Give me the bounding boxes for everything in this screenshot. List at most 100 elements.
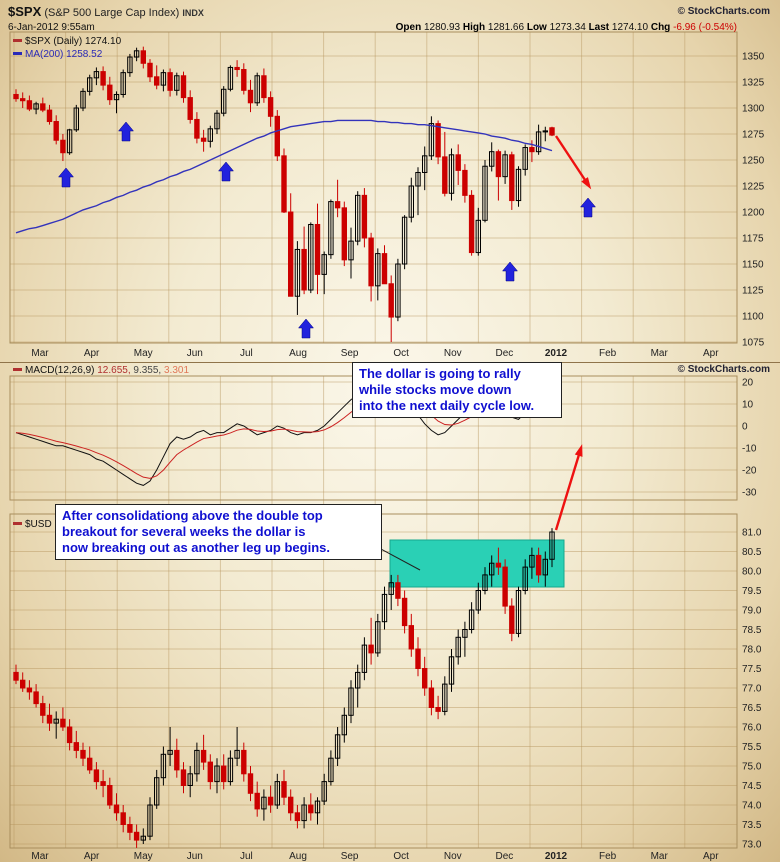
annotation-line: into the next daily cycle low. <box>359 398 535 413</box>
svg-text:73.0: 73.0 <box>742 840 762 851</box>
stockcharts-copyright-bottom: © StockCharts.com <box>677 364 770 375</box>
svg-text:74.5: 74.5 <box>742 781 762 792</box>
low-label: Low <box>526 22 547 33</box>
svg-text:1275: 1275 <box>742 130 765 141</box>
svg-text:Dec: Dec <box>496 348 514 359</box>
svg-text:75.5: 75.5 <box>742 742 762 753</box>
svg-text:1300: 1300 <box>742 104 765 115</box>
svg-text:Dec: Dec <box>496 851 514 862</box>
consolidation-highlight-box <box>389 539 565 588</box>
svg-text:1175: 1175 <box>742 234 764 245</box>
svg-text:10: 10 <box>742 400 754 411</box>
svg-text:Jun: Jun <box>187 851 203 862</box>
spx-header: $SPX (S&P 500 Large Cap Index) INDX <box>8 4 204 19</box>
svg-text:May: May <box>134 851 153 862</box>
svg-text:-30: -30 <box>742 488 757 499</box>
svg-text:1200: 1200 <box>742 208 765 219</box>
spx-name: (S&P 500 Large Cap Index) <box>44 7 180 19</box>
macd-hist-value: 3.301 <box>164 365 190 376</box>
svg-text:Oct: Oct <box>393 348 409 359</box>
svg-text:Mar: Mar <box>651 348 669 359</box>
macd-signal-value: 9.355, <box>133 365 162 376</box>
svg-text:80.0: 80.0 <box>742 567 762 578</box>
svg-text:Jul: Jul <box>240 348 253 359</box>
macd-value: 12.655, <box>97 365 131 376</box>
svg-text:75.0: 75.0 <box>742 762 762 773</box>
svg-text:Apr: Apr <box>84 348 100 359</box>
spx-annotations <box>57 121 597 339</box>
annotation-line: breakout for several weeks the dollar is <box>62 524 306 539</box>
macd-signal-line <box>15 390 553 479</box>
annotation-line: The dollar is going to rally <box>359 366 521 381</box>
svg-text:79.0: 79.0 <box>742 606 762 617</box>
svg-text:Feb: Feb <box>599 348 617 359</box>
spx-candles <box>13 46 555 342</box>
red-arrowhead <box>574 444 583 457</box>
low-value: 1273.34 <box>549 22 586 33</box>
svg-text:Nov: Nov <box>444 851 462 862</box>
last-value: 1274.10 <box>611 22 649 33</box>
chg-value: -6.96 (-0.54%) <box>673 22 737 33</box>
svg-text:Apr: Apr <box>84 851 100 862</box>
svg-text:78.0: 78.0 <box>742 645 762 656</box>
last-label: Last <box>588 22 610 33</box>
spx-legend: $SPX (Daily) 1274.10 <box>13 36 121 47</box>
svg-text:Oct: Oct <box>393 851 409 862</box>
spx-exchange: INDX <box>182 8 204 18</box>
svg-text:1225: 1225 <box>742 182 765 193</box>
svg-text:Sep: Sep <box>341 348 359 359</box>
usd-candles <box>13 528 555 848</box>
spx-series-tick-icon <box>13 39 22 42</box>
svg-text:Mar: Mar <box>31 851 49 862</box>
usd-annotations <box>378 444 583 571</box>
blue-up-arrow <box>501 261 519 282</box>
red-arrowhead <box>581 177 592 190</box>
macd-legend-label: MACD(12,26,9) <box>25 365 95 376</box>
svg-text:1150: 1150 <box>742 260 764 271</box>
svg-text:-20: -20 <box>742 466 757 477</box>
svg-text:Apr: Apr <box>703 851 719 862</box>
usd-legend: $USD <box>13 519 52 530</box>
macd-tick-icon <box>13 368 22 371</box>
open-value: 1280.93 <box>423 22 461 33</box>
svg-text:1350: 1350 <box>742 52 765 63</box>
svg-text:2012: 2012 <box>545 348 568 359</box>
spx-chart-canvas: 1350 1325 1300 1275 1250 1225 1200 1175 1150 1125… <box>9 31 765 359</box>
chg-label: Chg <box>650 22 671 33</box>
annotation-line: After consolidationg above the double to… <box>62 508 323 523</box>
usd-legend-label: $USD <box>25 519 52 530</box>
svg-text:1125: 1125 <box>742 286 764 297</box>
svg-text:Jun: Jun <box>187 348 203 359</box>
usd-series-tick-icon <box>13 522 22 525</box>
high-label: High <box>462 22 486 33</box>
svg-text:Jul: Jul <box>240 851 253 862</box>
annotation-line: while stocks move down <box>359 382 512 397</box>
svg-text:1250: 1250 <box>742 156 765 167</box>
stockcharts-copyright: © StockCharts.com <box>677 6 770 17</box>
spx-symbol: $SPX <box>8 4 42 19</box>
svg-text:81.0: 81.0 <box>742 528 762 539</box>
svg-text:0: 0 <box>742 422 748 433</box>
ma200-legend: MA(200) 1258.52 <box>13 49 102 60</box>
svg-text:20: 20 <box>742 378 754 389</box>
annotation-box-dollar-rally: The dollar is going to rally while stock… <box>352 362 562 418</box>
ma200-legend-label: MA(200) 1258.52 <box>25 49 103 60</box>
blue-up-arrow <box>297 318 315 339</box>
svg-text:2012: 2012 <box>545 851 568 862</box>
blue-up-arrow <box>117 121 135 142</box>
usd-grid: Mar Apr May Jun Jul Aug Sep Oct Nov Dec 2012 Feb Mar… <box>0 362 780 862</box>
blue-up-arrow <box>579 197 597 218</box>
svg-text:Sep: Sep <box>341 851 359 862</box>
svg-text:78.5: 78.5 <box>742 625 762 636</box>
svg-text:1075: 1075 <box>742 338 765 349</box>
svg-text:77.0: 77.0 <box>742 684 762 695</box>
spx-legend-label: $SPX (Daily) 1274.10 <box>25 36 122 47</box>
svg-text:77.5: 77.5 <box>742 664 762 675</box>
svg-text:76.5: 76.5 <box>742 703 762 714</box>
svg-text:74.0: 74.0 <box>742 801 762 812</box>
blue-up-arrow <box>57 167 75 188</box>
svg-text:1100: 1100 <box>742 312 764 323</box>
open-label: Open <box>395 22 422 33</box>
svg-text:79.5: 79.5 <box>742 586 762 597</box>
